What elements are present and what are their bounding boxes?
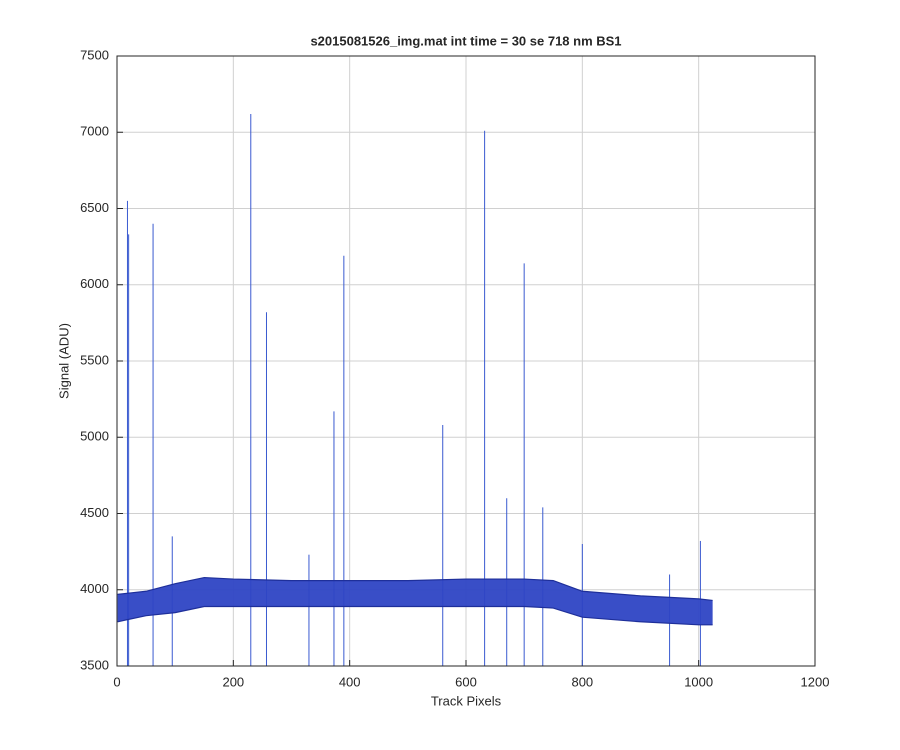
y-tick-label: 5500 xyxy=(80,352,109,367)
x-tick-label: 200 xyxy=(222,674,244,689)
y-tick-label: 3500 xyxy=(80,657,109,672)
signal-band xyxy=(117,577,713,625)
band-edge xyxy=(117,576,713,602)
x-tick-label: 1000 xyxy=(684,674,713,689)
x-tick-label: 800 xyxy=(571,674,593,689)
chart-title: s2015081526_img.mat int time = 30 se 718… xyxy=(310,33,621,48)
y-tick-label: 5000 xyxy=(80,429,109,444)
y-axis-label: Signal (ADU) xyxy=(56,323,71,399)
y-tick-label: 6500 xyxy=(80,200,109,215)
band-edge xyxy=(117,605,713,626)
y-tick-label: 7000 xyxy=(80,124,109,139)
y-tick-label: 6000 xyxy=(80,276,109,291)
x-tick-label: 0 xyxy=(113,674,120,689)
y-tick-label: 7500 xyxy=(80,47,109,62)
x-tick-label: 600 xyxy=(455,674,477,689)
axes-box xyxy=(116,55,816,667)
x-axis-label: Track Pixels xyxy=(431,693,502,708)
y-tick-label: 4500 xyxy=(80,505,109,520)
x-tick-label: 1200 xyxy=(801,674,830,689)
y-tick-label: 4000 xyxy=(80,581,109,596)
x-tick-label: 400 xyxy=(339,674,361,689)
